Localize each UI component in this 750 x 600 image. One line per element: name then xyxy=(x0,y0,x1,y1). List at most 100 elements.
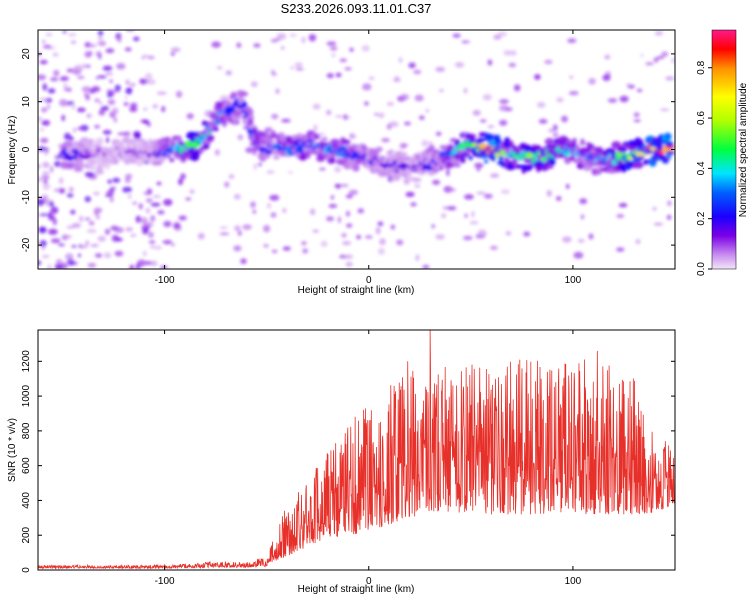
spectrogram-blob xyxy=(267,126,272,133)
spectrogram-blob xyxy=(130,233,137,237)
spectrogram-blob xyxy=(72,127,77,133)
spectrogram-ytick-label: 20 xyxy=(21,48,32,60)
spectrogram-blob xyxy=(145,72,153,80)
spectrogram-blob xyxy=(47,104,51,110)
spectrogram-blob xyxy=(93,191,100,196)
spectrogram-blob xyxy=(97,235,107,242)
spectrogram-blob xyxy=(619,95,629,103)
spectrogram-ytick-label: 0 xyxy=(21,146,32,152)
spectrogram-ridge-blob xyxy=(498,155,504,161)
snr-ytick-label: 800 xyxy=(21,422,32,439)
spectrogram-blob xyxy=(432,179,441,185)
spectrogram-blob xyxy=(579,198,588,205)
spectrogram-blob xyxy=(127,193,132,200)
spectrogram-blob xyxy=(178,178,183,186)
spectrogram-blob xyxy=(288,171,293,174)
spectrogram-blob xyxy=(150,202,161,207)
spectrogram-blob xyxy=(54,264,64,269)
spectrogram-blob xyxy=(588,78,596,85)
spectrogram-blob xyxy=(94,168,104,175)
spectrogram-blob xyxy=(236,42,242,48)
spectrogram-blob xyxy=(50,77,59,82)
spectrogram-blob xyxy=(441,213,447,219)
spectrogram-blob xyxy=(266,170,275,174)
spectrogram-ridge-blob xyxy=(584,164,591,172)
spectrogram-ridge-blob xyxy=(491,153,496,162)
spectrogram-blob xyxy=(339,183,349,188)
spectrogram-xlabel: Height of straight line (km) xyxy=(298,285,415,296)
snr-series-line xyxy=(38,330,675,570)
spectrogram-blob xyxy=(112,177,121,183)
spectrogram-blob xyxy=(282,246,291,251)
spectrogram-blob xyxy=(414,184,421,188)
spectrogram-blob xyxy=(102,65,113,72)
spectrogram-blob xyxy=(43,150,49,156)
spectrogram-blob xyxy=(604,54,611,60)
spectrogram-blob xyxy=(94,98,100,103)
spectrogram-blob xyxy=(253,43,261,48)
spectrogram-ridge-blob xyxy=(299,148,305,153)
spectrogram-blob xyxy=(344,254,354,260)
spectrogram-ridge-blob xyxy=(389,149,394,153)
spectrogram-blob xyxy=(477,229,487,237)
spectrogram-blob xyxy=(463,87,468,94)
spectrogram-ridge-blob xyxy=(206,134,215,142)
spectrogram-blob xyxy=(38,198,45,206)
spectrogram-blob xyxy=(636,88,643,93)
spectrogram-ridge-blob xyxy=(107,160,113,165)
spectrogram-blob xyxy=(362,83,372,91)
snr-ytick-label: 1000 xyxy=(21,385,32,408)
snr-frame xyxy=(37,329,676,571)
spectrogram-blob xyxy=(90,244,99,247)
spectrogram-ridge-blob xyxy=(330,156,335,164)
spectrogram-ridge-blob xyxy=(564,151,571,157)
spectrogram-blob xyxy=(185,197,192,201)
spectrogram-blob xyxy=(53,69,60,77)
spectrogram-blob xyxy=(234,225,241,232)
spectrogram-blob xyxy=(66,193,74,198)
spectrogram-blob xyxy=(339,58,347,63)
spectrogram-blob xyxy=(66,101,75,105)
spectrogram-ridge-blob xyxy=(403,177,411,185)
spectrogram-ridge-blob xyxy=(477,138,487,142)
spectrogram-blob xyxy=(79,215,84,222)
spectrogram-blob xyxy=(85,240,89,246)
spectrogram-blob xyxy=(97,36,103,41)
spectrogram-blob xyxy=(653,222,664,226)
spectrogram-blob xyxy=(240,258,247,264)
spectrogram-ridge-blob xyxy=(273,155,280,160)
spectrogram-blob xyxy=(618,203,628,208)
spectrogram-ytick-label: 10 xyxy=(21,96,32,108)
spectrogram-blob xyxy=(656,55,665,60)
spectrogram-blob xyxy=(56,259,63,263)
spectrogram-blob xyxy=(70,209,76,215)
spectrogram-ridge-blob xyxy=(64,162,75,170)
spectrogram-blob xyxy=(661,51,669,57)
spectrogram-blob xyxy=(294,62,303,68)
spectrogram-ridge-blob xyxy=(97,137,104,145)
snr-ytick-label: 200 xyxy=(21,526,32,543)
spectrogram-blob xyxy=(50,238,61,244)
spectrogram-blob xyxy=(50,206,59,214)
spectrogram-blob xyxy=(348,262,353,267)
spectrogram-blob xyxy=(178,215,187,221)
spectrogram-blob xyxy=(508,62,517,68)
spectrogram-blob xyxy=(510,50,517,56)
spectrogram-blob xyxy=(377,112,385,119)
spectrogram-blob xyxy=(68,186,74,193)
spectrogram-ridge-blob xyxy=(520,164,531,169)
spectrogram-blob xyxy=(652,207,657,211)
spectrogram-blob xyxy=(263,243,269,248)
spectrogram-blob xyxy=(52,52,59,57)
spectrogram-ridge-blob xyxy=(247,118,254,126)
spectrogram-blob xyxy=(330,195,334,200)
spectrogram-ridge-blob xyxy=(527,164,533,170)
spectrogram-blob xyxy=(85,94,90,101)
spectrogram-blob xyxy=(82,63,87,69)
spectrogram-ridge-blob xyxy=(415,154,421,160)
spectrogram-ridge-blob xyxy=(330,138,340,146)
spectrogram-blob xyxy=(123,102,129,106)
colorbar-tick-label: 0.0 xyxy=(696,262,707,276)
